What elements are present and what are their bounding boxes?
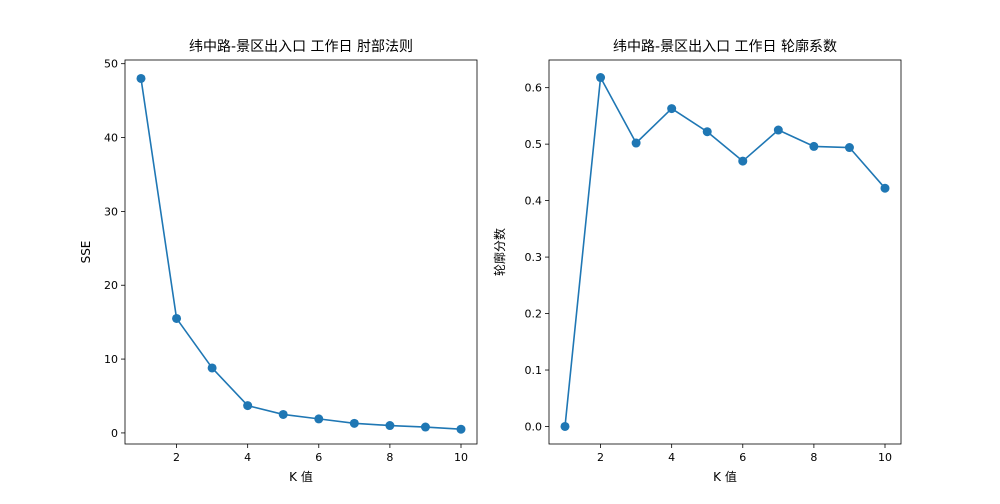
x-axis-label: K 值 bbox=[289, 469, 313, 484]
data-point bbox=[136, 73, 146, 83]
x-tick-label: 2 bbox=[173, 451, 180, 464]
x-tick-label: 10 bbox=[878, 451, 892, 464]
chart-title: 纬中路-景区出入口 工作日 肘部法则 bbox=[189, 39, 413, 55]
y-axis-label: 轮廓分数 bbox=[492, 228, 507, 276]
y-tick-label: 40 bbox=[104, 132, 118, 145]
data-point bbox=[349, 418, 359, 428]
data-point bbox=[738, 156, 748, 166]
y-tick-label: 50 bbox=[104, 58, 118, 71]
data-point bbox=[880, 183, 890, 193]
data-point bbox=[420, 422, 430, 432]
y-tick-label: 10 bbox=[104, 353, 118, 366]
x-tick-label: 10 bbox=[454, 451, 468, 464]
series-line bbox=[140, 78, 462, 431]
data-point bbox=[385, 421, 395, 431]
data-point bbox=[773, 125, 783, 135]
y-tick-label: 0.4 bbox=[525, 195, 543, 208]
data-point bbox=[456, 424, 466, 434]
x-axis-label: K 值 bbox=[713, 469, 737, 484]
y-tick-label: 20 bbox=[104, 279, 118, 292]
x-tick-label: 8 bbox=[386, 451, 393, 464]
x-tick-label: 4 bbox=[244, 451, 251, 464]
y-tick-label: 30 bbox=[104, 205, 118, 218]
data-point bbox=[667, 104, 677, 114]
data-point bbox=[844, 143, 854, 153]
series-line bbox=[564, 76, 886, 427]
chart-2: 纬中路-景区出入口 工作日 轮廓系数 2 4 6 8 10 0.0 0.1 0.2 0.3 0.4 0… bbox=[492, 38, 902, 484]
y-axis-label: SSE bbox=[79, 241, 93, 264]
data-point bbox=[314, 414, 324, 424]
y-tick-label: 0.3 bbox=[525, 251, 543, 264]
y-tick-label: 0.1 bbox=[525, 364, 543, 377]
y-tick-label: 0.2 bbox=[525, 308, 543, 321]
x-tick-label: 6 bbox=[739, 451, 746, 464]
chart-1: 纬中路-景区出入口 工作日 肘部法则 2 4 6 8 10 0 10 20 30 40 50 K 值 SS… bbox=[79, 39, 478, 484]
y-tick-label: 0.6 bbox=[525, 82, 543, 95]
y-tick-label: 0.5 bbox=[525, 138, 543, 151]
data-point bbox=[207, 363, 217, 373]
x-tick-label: 2 bbox=[597, 451, 604, 464]
data-point bbox=[278, 409, 288, 419]
x-tick-label: 8 bbox=[810, 451, 817, 464]
data-point bbox=[172, 313, 182, 323]
data-point bbox=[560, 421, 570, 431]
y-tick-label: 0 bbox=[111, 427, 118, 440]
x-tick-label: 4 bbox=[668, 451, 675, 464]
data-point bbox=[702, 127, 712, 137]
axes-frame bbox=[124, 59, 478, 445]
x-tick-label: 6 bbox=[315, 451, 322, 464]
chart-title: 纬中路-景区出入口 工作日 轮廓系数 bbox=[613, 38, 837, 55]
data-point bbox=[809, 141, 819, 151]
data-point bbox=[596, 73, 606, 83]
y-tick-label: 0.0 bbox=[525, 420, 543, 433]
data-point bbox=[243, 401, 253, 411]
data-point bbox=[631, 138, 641, 148]
axes-frame bbox=[548, 59, 902, 445]
